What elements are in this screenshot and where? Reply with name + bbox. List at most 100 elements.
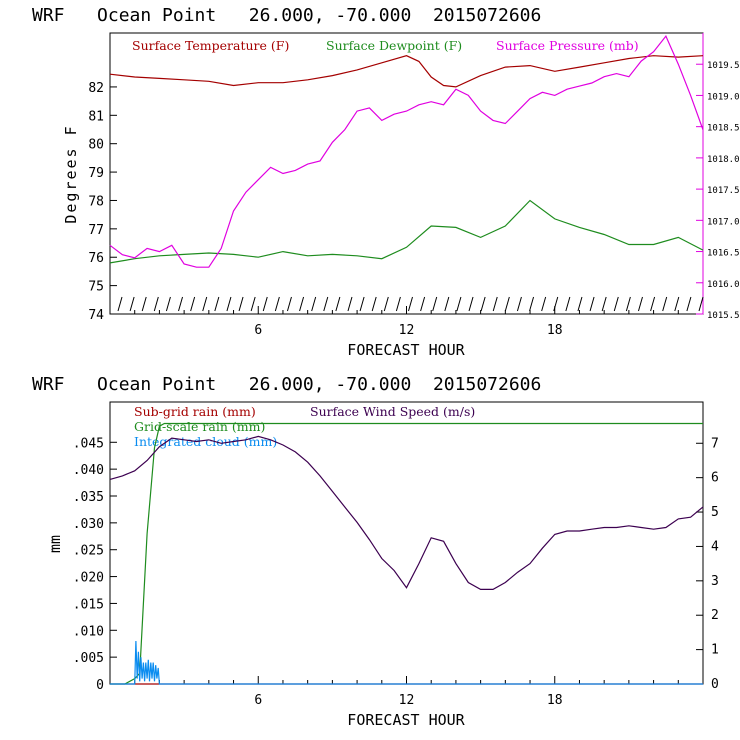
wind-barb [420,296,426,312]
y-tick-label: 76 [88,251,104,266]
y-tick-label: .025 [73,544,104,559]
series-surface-pressure-mb [109,34,704,268]
wind-barb [395,296,401,312]
y-tick-label: 77 [88,223,104,238]
y2-tick-label: 1017.0 [707,217,740,227]
wind-barb [516,296,522,312]
axis-ticks: 6 12 180.005.010.015.020.025.030.035.040.0… [73,436,719,708]
x-tick-label: 12 [399,693,415,708]
wind-barb [226,296,232,312]
wind-barb [468,296,474,312]
x-tick-label: 6 [254,693,262,708]
wind-barb [202,296,208,312]
y2-tick-label: 6 [711,471,719,486]
wind-barb [637,296,643,312]
wind-barb [214,296,220,312]
wind-barb [129,296,135,312]
wind-barb [456,296,462,312]
wind-barb [613,296,619,312]
y-tick-label: 80 [88,138,104,153]
y2-tick-label: 1016.0 [707,280,740,290]
wind-barb [347,296,353,312]
wind-barb [262,296,268,312]
y2-tick-label: 5 [711,505,719,520]
wind-barb [335,296,341,312]
series-integrated-cloud-mm [110,640,703,685]
y-tick-label: .020 [73,571,104,586]
y-axis-label: mm [46,535,64,553]
plot-frame [109,32,704,315]
y-tick-label: 82 [88,81,104,96]
y-tick-label: .045 [73,436,104,451]
y-tick-label: 81 [88,109,104,124]
y-tick-label: 0 [96,678,104,693]
axis-ticks: 6 12 18 74 75 76 77 78 79 80 81 82 1015.5 1016.0 1016.… [88,33,740,338]
y2-tick-label: 1015.5 [707,311,740,321]
x-tick-label: 18 [547,693,563,708]
y2-tick-label: 1019.5 [707,61,740,71]
wind-barb [408,296,413,312]
wind-barb [565,296,571,312]
y2-tick-label: 4 [711,539,719,554]
wind-barb [662,296,668,312]
precipitation-panel: WRF Ocean Point 26.000, -70.000 20150726… [32,374,719,729]
y2-tick-label: 1016.5 [707,249,740,259]
legend-surface-pressure: Surface Pressure (mb) [496,38,639,53]
y-tick-label: 78 [88,194,104,209]
y2-tick-label: 1018.5 [707,124,740,134]
panel-title: WRF Ocean Point 26.000, -70.000 20150726… [32,5,541,26]
y-axis-label: Degrees F [62,124,80,223]
temperature-panel: WRF Ocean Point 26.000, -70.000 20150726… [32,5,740,359]
wind-barb [504,296,510,312]
wind-barb [299,296,305,312]
wind-barbs [117,296,704,312]
wind-barb [323,296,329,312]
wind-barb [383,296,389,312]
series-surface-temperature-f [109,55,704,88]
wind-barb [589,296,595,312]
wind-barb [165,296,171,312]
wind-barb [650,296,656,312]
y-tick-label: 74 [88,308,104,323]
wind-barb [432,296,438,312]
wind-barb [674,296,680,312]
y2-tick-label: 7 [711,436,719,451]
series-lines [109,422,704,685]
series-surface-wind-speed-m-s [109,435,704,591]
legend-surface-temperature: Surface Temperature (F) [132,38,289,53]
wind-barb [492,296,498,312]
wind-barb [480,296,486,312]
y-tick-label: .005 [73,651,104,666]
legend-surface-dewpoint: Surface Dewpoint (F) [326,38,462,53]
y-tick-label: .040 [73,463,104,478]
y2-tick-label: 1 [711,643,719,658]
wind-barb [117,296,123,312]
wind-barb [625,296,631,312]
y2-tick-label: 1017.5 [707,186,740,196]
wind-barb [274,296,280,312]
wind-barb [577,296,583,312]
wind-barb [529,296,535,312]
wind-barb [371,296,377,312]
wind-barb [286,296,292,312]
wind-barb [601,296,607,312]
x-axis-label: FORECAST HOUR [347,341,465,359]
series-grid-scale-rain-mm [110,422,703,685]
legend-sub-grid-rain: Sub-grid rain (mm) [134,404,256,419]
x-tick-label: 18 [547,323,563,338]
series-lines [109,34,704,268]
y-tick-label: .010 [73,624,104,639]
panel-title: WRF Ocean Point 26.000, -70.000 20150726… [32,374,541,395]
wind-barb [698,296,704,312]
y-tick-label: 75 [88,280,104,295]
wind-barb [190,296,196,312]
y2-tick-label: 2 [711,608,719,623]
series-surface-dewpoint-f [109,199,704,264]
wind-barb [250,296,256,312]
wind-barb [541,296,547,312]
wind-barb [359,296,365,312]
wind-barb [238,296,244,312]
y2-tick-label: 1019.0 [707,92,740,102]
y-tick-label: .035 [73,490,104,505]
